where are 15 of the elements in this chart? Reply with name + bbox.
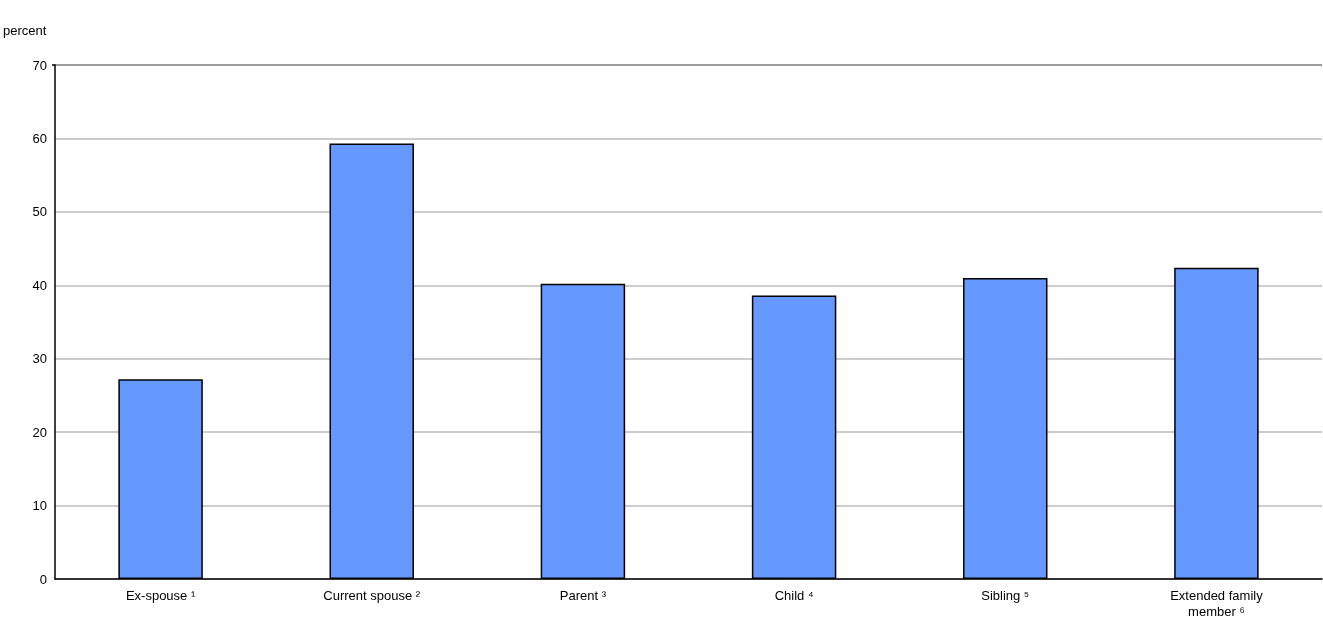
y-tick-label: 50 <box>32 204 47 220</box>
y-tick-label: 0 <box>39 571 47 587</box>
y-tick-label: 60 <box>32 130 47 146</box>
x-tick-label: Child ⁴ <box>774 587 814 603</box>
x-tick-label: Ex-spouse ¹ <box>125 587 196 603</box>
y-tick-label: 30 <box>32 351 47 367</box>
x-tick-label: Parent ³ <box>559 587 607 603</box>
y-tick-label: 20 <box>32 424 47 440</box>
y-tick-label: 10 <box>32 498 47 514</box>
y-tick-label: 70 <box>32 57 47 73</box>
x-tick-label: Extended family member ⁶ <box>1170 587 1264 619</box>
y-tick-label: 40 <box>32 277 47 293</box>
x-tick-label: Sibling ⁵ <box>981 587 1030 603</box>
y-axis-title: percent <box>3 23 47 38</box>
x-tick-label: Current spouse ² <box>323 587 421 603</box>
